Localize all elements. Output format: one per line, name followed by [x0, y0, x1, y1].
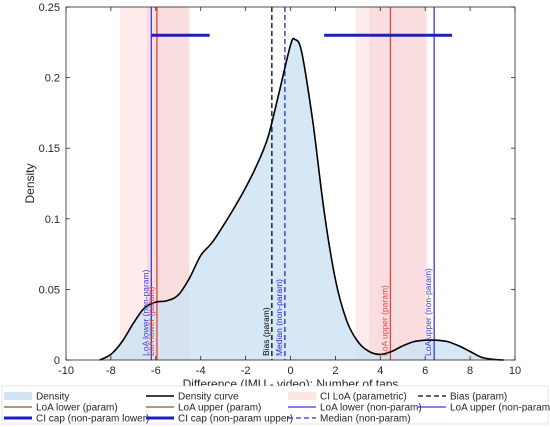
- legend-label-10: Median (non-param): [320, 414, 411, 425]
- x-tick-label: 8: [467, 365, 473, 377]
- legend-box: [1, 385, 549, 425]
- vline-label-loa_upper_nonparam: LoA upper (non-param): [423, 268, 433, 356]
- legend-label-2: CI LoA (parametric): [320, 392, 407, 403]
- x-tick-label: -6: [151, 365, 161, 377]
- tick-labels: -10 -8 -6 -4 -2 0 2 4 6 8 10 0 0.05 0.1 0.15 0.2 0.25: [39, 2, 522, 377]
- y-tick-label: 0.05: [39, 284, 60, 296]
- ci-band-nonparam-1: [369, 7, 428, 360]
- density-area: [99, 38, 504, 360]
- legend-label-7: LoA upper (non-param): [450, 403, 550, 414]
- vertical-line-labels: LoA lower (non-param)LoA lower (param) Bi…: [140, 268, 433, 356]
- x-tick-label: -4: [196, 365, 206, 377]
- y-tick-label: 0.15: [39, 143, 60, 155]
- x-tick-label: -2: [241, 365, 251, 377]
- density-curve: [99, 37, 504, 361]
- vline-label-median: Median (non-param): [274, 279, 284, 356]
- y-tick-label: 0.25: [39, 2, 60, 14]
- y-tick-label: 0: [54, 355, 60, 367]
- axes: [65, 6, 516, 361]
- x-tick-label: 2: [332, 365, 338, 377]
- y-tick-label: 0.2: [45, 73, 60, 85]
- legend-swatch-0: [4, 392, 32, 400]
- x-tick-label: 4: [377, 365, 383, 377]
- x-tick-label: -10: [58, 365, 74, 377]
- x-tick-label: 10: [509, 365, 521, 377]
- density-fill: [99, 38, 504, 360]
- legend-label-4: LoA lower (param): [36, 403, 118, 414]
- vline-label-loa_upper_param: LoA upper (param): [379, 285, 389, 356]
- legend-label-0: Density: [36, 392, 69, 403]
- y-tick-label: 0.1: [45, 214, 60, 226]
- legend: Density Density curve CI LoA (parametric) B…: [1, 385, 550, 425]
- legend-label-9: CI cap (non-param upper): [178, 414, 293, 425]
- legend-label-6: LoA lower (non-param): [320, 403, 422, 414]
- legend-label-5: LoA upper (param): [178, 403, 261, 414]
- y-axis-title: Density: [23, 163, 37, 203]
- density-curve-group: [99, 37, 504, 361]
- legend-label-8: CI cap (non-param lower): [36, 414, 149, 425]
- legend-label-3: Bias (param): [450, 392, 507, 403]
- vline-label-loa_lower_nonparam: LoA lower (non-param): [140, 269, 150, 356]
- x-tick-label: -8: [106, 365, 116, 377]
- x-tick-label: 6: [422, 365, 428, 377]
- vline-label-loa_lower_param: LoA lower (param): [146, 286, 156, 356]
- legend-swatch-2: [288, 392, 316, 400]
- x-tick-label: 0: [287, 365, 293, 377]
- vline-label-bias: Bias (param): [261, 307, 271, 356]
- legend-label-1: Density curve: [178, 392, 239, 403]
